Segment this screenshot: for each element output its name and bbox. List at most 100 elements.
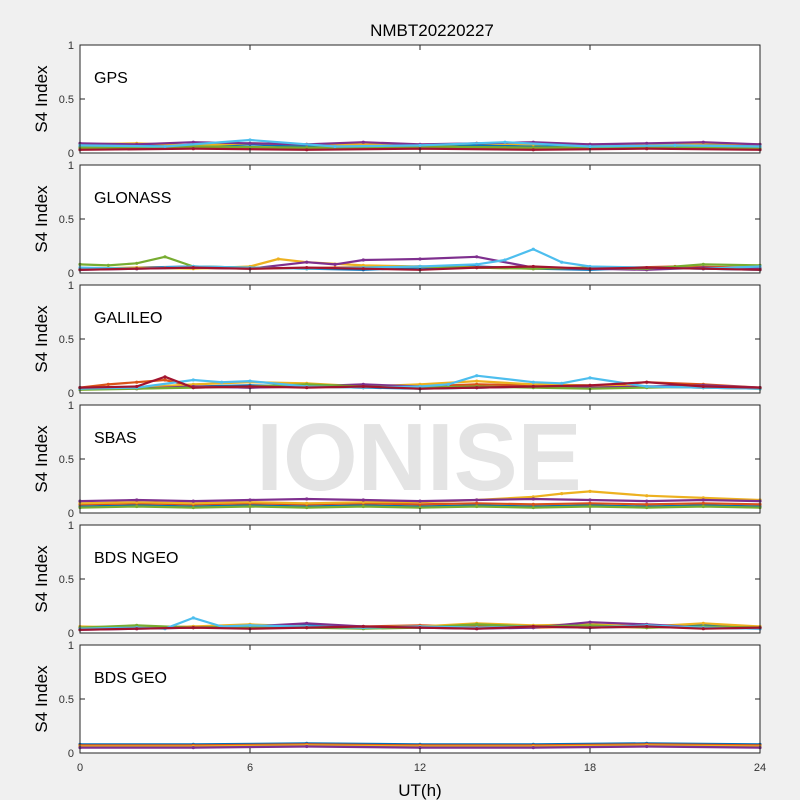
data-point — [531, 495, 535, 499]
data-point — [475, 501, 479, 505]
axes-box — [80, 525, 760, 633]
data-point — [135, 384, 139, 389]
data-point — [220, 380, 224, 384]
x-axis-label: UT(h) — [398, 781, 441, 800]
axes-box — [80, 165, 760, 273]
y-tick-label: 0.5 — [59, 94, 74, 106]
data-point — [645, 506, 649, 510]
data-point — [588, 144, 592, 149]
data-point — [418, 746, 422, 750]
data-point — [248, 498, 252, 502]
panel-label: SBAS — [94, 430, 137, 447]
data-point — [701, 140, 705, 144]
y-axis-label: S4 Index — [32, 305, 51, 373]
data-point — [475, 262, 479, 266]
panels-group: 0 0.5 1 GPS S4 Index 0 0.5 1 GLONASS S4 Index 0 0.5… — [32, 40, 766, 774]
data-point — [588, 376, 592, 380]
data-point — [361, 140, 365, 144]
data-point — [106, 263, 110, 267]
data-point — [361, 500, 365, 504]
data-point — [333, 144, 337, 149]
data-point — [701, 262, 705, 266]
data-point — [701, 501, 705, 505]
data-point — [135, 627, 139, 631]
y-tick-label: 0.5 — [59, 214, 74, 226]
data-point — [418, 143, 422, 147]
data-point — [531, 247, 535, 251]
data-point — [305, 497, 309, 501]
data-point — [305, 266, 309, 270]
series-line — [79, 374, 761, 390]
axes-box — [80, 645, 760, 753]
y-tick-label: 1 — [68, 640, 74, 652]
data-point — [560, 260, 564, 264]
data-point — [701, 627, 705, 631]
data-point — [645, 266, 649, 270]
data-point — [191, 147, 195, 151]
data-point — [645, 494, 649, 498]
data-point — [305, 386, 309, 390]
data-point — [333, 262, 337, 266]
data-point — [531, 746, 535, 750]
data-point — [418, 384, 422, 389]
y-tick-label: 1 — [68, 280, 74, 292]
data-point — [191, 140, 195, 144]
y-axis-label: S4 Index — [32, 545, 51, 613]
data-point — [361, 384, 365, 389]
data-point — [248, 504, 252, 509]
data-point — [305, 501, 309, 505]
data-point — [531, 148, 535, 152]
x-tick-label: 12 — [414, 762, 426, 774]
data-point — [645, 744, 649, 749]
series-line — [79, 375, 761, 390]
data-point — [531, 384, 535, 389]
data-point — [361, 258, 365, 262]
data-point — [191, 266, 195, 270]
y-tick-label: 0 — [68, 148, 74, 160]
data-point — [418, 264, 422, 269]
data-point — [560, 492, 564, 496]
data-point — [531, 380, 535, 384]
panel-4: 0 0.5 1 BDS NGEO S4 Index — [32, 520, 762, 640]
data-point — [475, 386, 479, 390]
data-point — [305, 146, 309, 150]
data-point — [645, 624, 649, 629]
data-point — [191, 144, 195, 149]
data-point — [191, 386, 195, 390]
panel-2: 0 0.5 1 GALILEO S4 Index — [32, 280, 762, 400]
data-point — [475, 504, 479, 509]
data-point — [645, 141, 649, 145]
data-point — [191, 616, 195, 620]
data-point — [503, 140, 507, 144]
data-point — [645, 499, 649, 503]
y-axis-label: S4 Index — [32, 665, 51, 733]
data-point — [361, 267, 365, 271]
data-point — [531, 624, 535, 629]
data-point — [475, 379, 479, 383]
data-point — [135, 504, 139, 509]
data-point — [191, 378, 195, 382]
data-point — [135, 380, 139, 384]
data-point — [673, 143, 677, 147]
data-point — [475, 374, 479, 378]
data-point — [418, 499, 422, 503]
data-point — [135, 267, 139, 271]
data-point — [475, 266, 479, 270]
x-tick-label: 24 — [754, 762, 766, 774]
data-point — [305, 260, 309, 264]
data-point — [276, 257, 280, 261]
data-point — [645, 380, 649, 384]
y-tick-label: 0.5 — [59, 454, 74, 466]
panel-label: BDS GEO — [94, 670, 167, 687]
data-point — [418, 506, 422, 510]
y-axis-label: S4 Index — [32, 185, 51, 253]
data-point — [248, 384, 252, 389]
y-tick-label: 1 — [68, 40, 74, 52]
data-point — [135, 500, 139, 504]
data-point — [106, 382, 110, 386]
x-tick-label: 18 — [584, 762, 596, 774]
data-point — [446, 382, 450, 386]
data-point — [191, 746, 195, 750]
data-point — [163, 144, 167, 149]
